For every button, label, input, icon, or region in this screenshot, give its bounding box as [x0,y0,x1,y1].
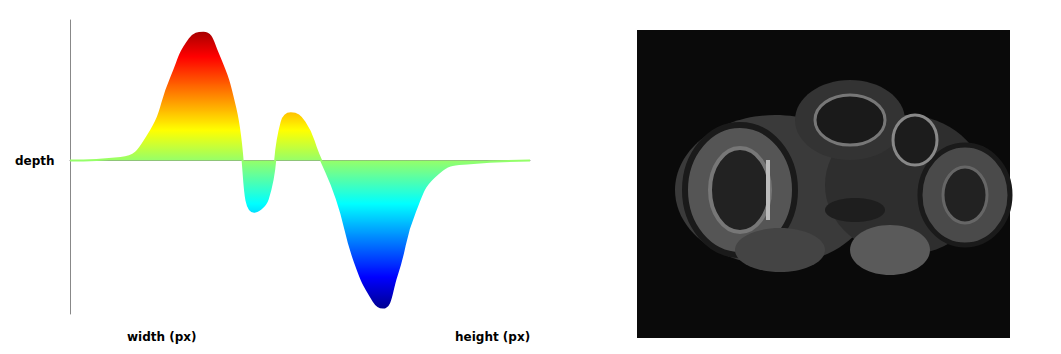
svg-text:depth: depth [15,154,55,168]
svg-text:height (px): height (px) [455,330,530,344]
svg-text:width (px): width (px) [127,330,197,344]
